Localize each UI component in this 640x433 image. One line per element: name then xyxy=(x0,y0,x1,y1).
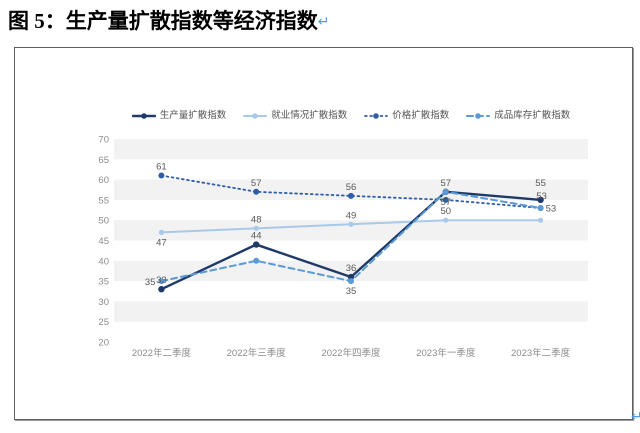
legend-item-label: 价格扩散指数 xyxy=(392,110,450,122)
data-point-label: 48 xyxy=(251,214,262,225)
data-point-label: 56 xyxy=(346,182,357,193)
x-axis-tick-label: 2022年四季度 xyxy=(321,347,381,359)
legend-line-marker-icon xyxy=(466,113,491,119)
y-axis-tick-label: 25 xyxy=(98,317,109,328)
figure-title: 图 5：生产量扩散指数等经济指数↵ xyxy=(8,5,329,35)
x-axis-tick-label: 2023年二季度 xyxy=(511,347,571,359)
legend-item[interactable]: 价格扩散指数 xyxy=(364,111,449,121)
chart-legend: 生产量扩散指数 就业情况扩散指数 价格扩散指数 成品库存扩散指数 xyxy=(114,109,588,123)
data-point-label: 33 xyxy=(156,275,167,286)
data-point-marker[interactable] xyxy=(348,192,354,199)
data-point-label: 44 xyxy=(251,231,262,242)
data-point-marker[interactable] xyxy=(442,196,449,203)
legend-item-label: 生产量扩散指数 xyxy=(159,110,227,122)
grid-band xyxy=(114,301,588,322)
y-axis-tick-label: 30 xyxy=(98,297,109,308)
data-point-label: 50 xyxy=(441,206,452,217)
legend-line-marker-icon xyxy=(131,113,156,119)
figure-title-text: 图 5：生产量扩散指数等经济指数 xyxy=(8,9,318,33)
data-point-marker[interactable] xyxy=(253,241,260,248)
y-axis-tick-label: 50 xyxy=(98,216,109,227)
data-point-marker[interactable] xyxy=(253,188,260,195)
y-axis-tick-label: 60 xyxy=(98,175,109,186)
data-point-marker[interactable] xyxy=(253,225,259,231)
data-point-marker[interactable] xyxy=(158,172,165,179)
data-point-label: 36 xyxy=(346,263,357,274)
data-point-marker[interactable] xyxy=(158,229,164,235)
data-point-label: 53 xyxy=(546,204,557,215)
series-line xyxy=(160,174,542,209)
x-axis-tick-label: 2023年一季度 xyxy=(416,347,476,359)
grid-band xyxy=(114,139,588,160)
data-point-marker[interactable] xyxy=(253,257,260,264)
data-point-marker[interactable] xyxy=(537,196,544,204)
paragraph-return-mark: ↵ xyxy=(317,14,330,30)
data-point-label: 61 xyxy=(156,162,167,173)
y-axis-tick-label: 65 xyxy=(98,155,109,166)
chart-figure-box: 生产量扩散指数 就业情况扩散指数 价格扩散指数 成品库存扩散指数 20 25 30 35 40… xyxy=(14,47,633,420)
legend-item[interactable]: 生产量扩散指数 xyxy=(131,110,227,122)
legend-line-marker-icon xyxy=(364,113,389,119)
paragraph-return-mark-clipped: ↵ xyxy=(631,409,640,425)
data-point-marker[interactable] xyxy=(537,205,544,212)
legend-item-label: 就业情况扩散指数 xyxy=(271,110,348,122)
data-point-label: 57 xyxy=(441,197,452,208)
data-point-marker[interactable] xyxy=(158,278,165,285)
data-point-marker[interactable] xyxy=(538,217,544,223)
legend-item[interactable]: 成品库存扩散指数 xyxy=(466,111,570,121)
x-axis-tick-label: 2022年二季度 xyxy=(132,347,192,359)
data-point-label: 47 xyxy=(156,237,167,248)
data-point-label: 57 xyxy=(441,178,452,189)
grid-band xyxy=(114,220,588,241)
x-axis-tick-label: 2022年三季度 xyxy=(227,347,287,359)
legend-item[interactable]: 就业情况扩散指数 xyxy=(243,111,347,121)
y-axis-tick-label: 45 xyxy=(98,236,109,247)
y-axis-tick-label: 40 xyxy=(98,256,109,267)
y-axis-tick-label: 20 xyxy=(98,338,109,349)
data-point-marker[interactable] xyxy=(348,221,354,227)
legend-line-marker-icon xyxy=(243,113,268,119)
y-axis-tick-label: 70 xyxy=(98,135,109,146)
data-point-label: 55 xyxy=(535,178,546,189)
data-point-marker[interactable] xyxy=(442,188,449,195)
data-point-label: 57 xyxy=(251,178,262,189)
data-point-label: 35 xyxy=(145,277,156,288)
data-point-marker[interactable] xyxy=(158,286,165,293)
data-point-label: 53 xyxy=(536,191,547,202)
data-point-marker[interactable] xyxy=(443,217,449,223)
y-axis-tick-label: 35 xyxy=(98,277,109,288)
data-point-label: 35 xyxy=(346,286,357,297)
y-axis-tick-label: 55 xyxy=(98,195,109,206)
data-point-marker[interactable] xyxy=(348,278,354,285)
line-chart-plot: 20 25 30 35 40 45 50 55 60 65 70 2022年二季度 2022年三季度 20… xyxy=(98,135,588,359)
legend-item-label: 成品库存扩散指数 xyxy=(494,110,571,122)
data-point-label: 49 xyxy=(346,210,357,221)
